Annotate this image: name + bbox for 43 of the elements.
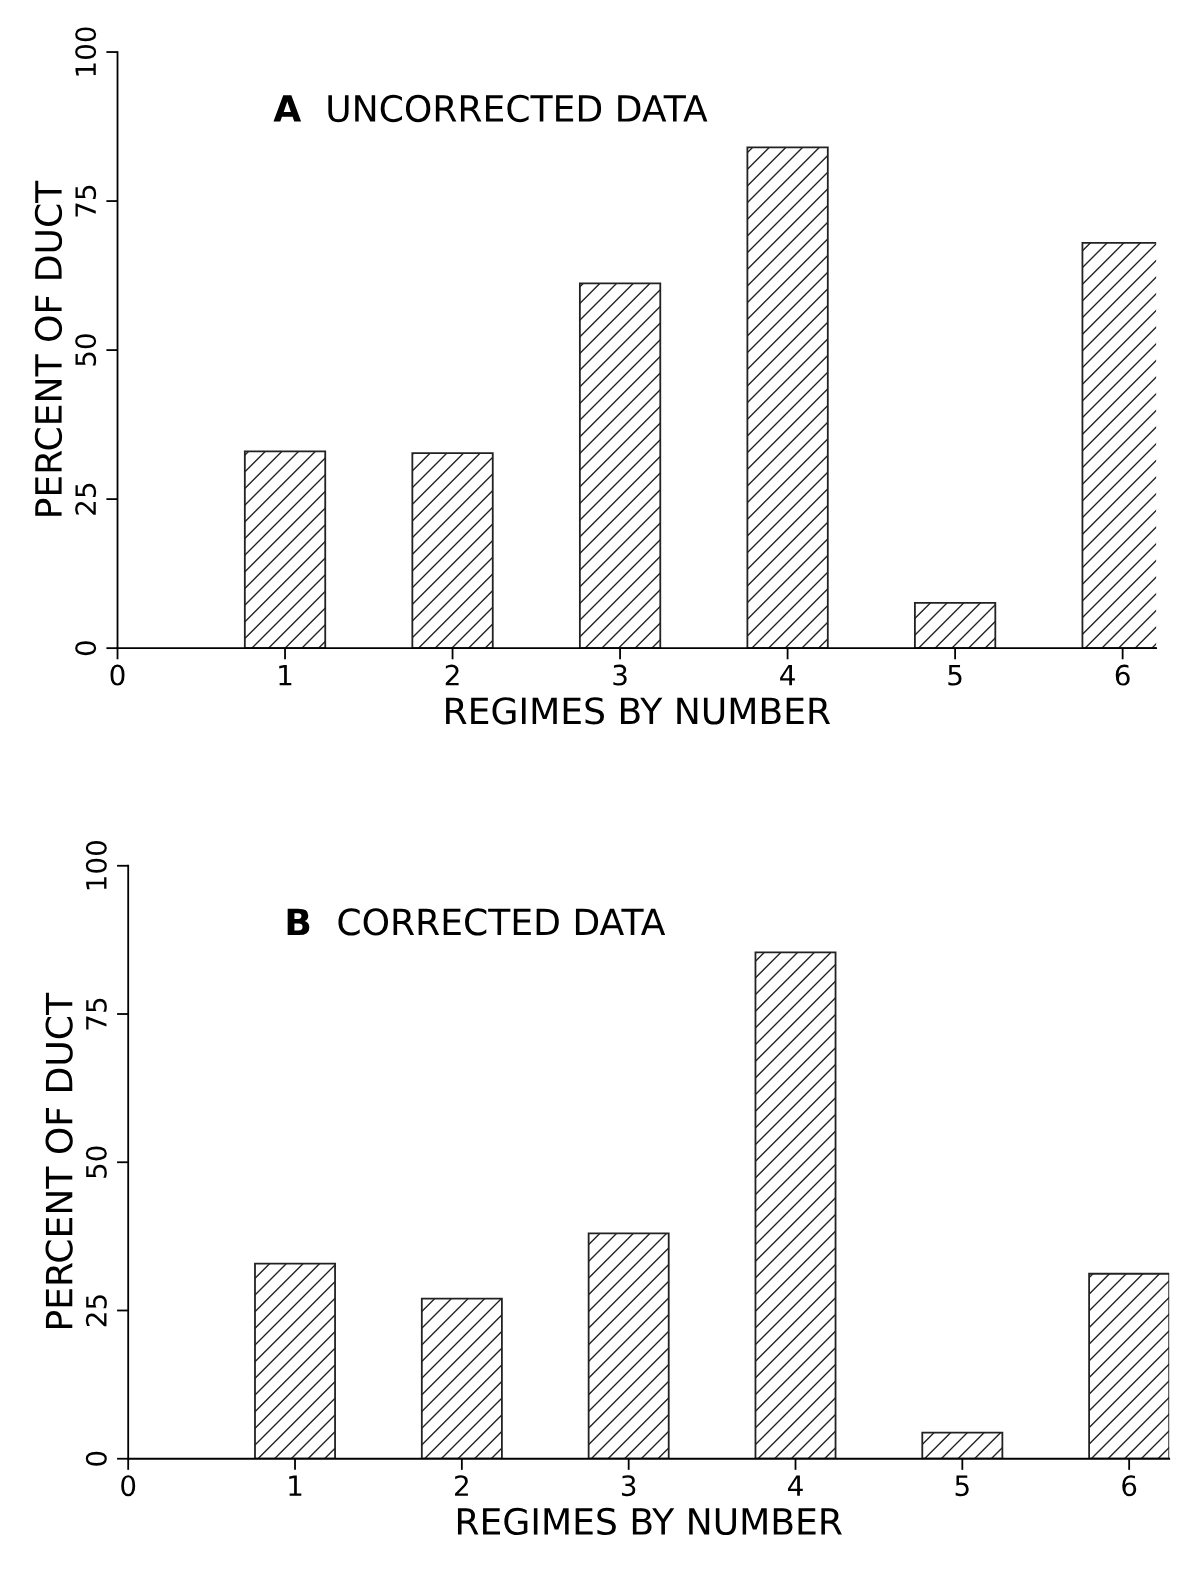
bar (587, 1232, 670, 1459)
x-tick-label: 1 (279, 664, 292, 686)
y-tick-label: 75 (86, 998, 107, 1030)
bar (411, 452, 494, 649)
bar (921, 1431, 1004, 1459)
bar (243, 450, 327, 649)
x-tick-label: 4 (788, 1475, 803, 1496)
x-tick-label: 6 (1122, 1475, 1137, 1497)
annotation: A (273, 95, 302, 122)
bar (746, 146, 829, 649)
text: CORRECTED DATA (338, 908, 666, 936)
y-tick-label: 25 (85, 1295, 107, 1327)
bar (578, 282, 662, 649)
x-tick-label: 4 (780, 664, 795, 686)
bar (754, 951, 837, 1459)
x-tick-label: 3 (613, 664, 627, 686)
x-axis-title: REGIMES BY NUMBER (446, 697, 831, 725)
x-axis-title: REGIMES BY NUMBER (457, 1507, 842, 1536)
y-tick-label: 50 (75, 334, 97, 366)
x-tick-label: 0 (110, 664, 125, 686)
text: UNCORRECTED DATA (328, 94, 708, 123)
annotation: B (287, 908, 310, 936)
x-tick-label: 0 (121, 1475, 136, 1497)
bar (254, 1262, 336, 1459)
x-tick-label: 6 (1115, 664, 1130, 686)
y-tick-label: 100 (75, 27, 97, 76)
y-axis-title: PERCENT OF DUCT (45, 992, 73, 1329)
x-tick-label: 2 (445, 664, 459, 686)
y-tick-label: 100 (85, 841, 107, 890)
x-tick-label: 2 (455, 1475, 468, 1496)
bar (420, 1297, 503, 1459)
y-tick-label: 0 (75, 641, 97, 656)
bar (1088, 1272, 1170, 1459)
y-tick-label: 50 (85, 1146, 107, 1178)
x-tick-label: 5 (955, 1475, 969, 1497)
y-tick-label: 75 (75, 185, 97, 217)
x-tick-label: 3 (621, 1475, 636, 1497)
x-tick-label: 1 (289, 1475, 302, 1496)
y-tick-label: 25 (75, 483, 97, 515)
bar (914, 601, 997, 649)
x-tick-label: 5 (948, 664, 962, 686)
y-axis-title: PERCENT OF DUCT (34, 180, 63, 516)
y-tick-label: 0 (85, 1451, 107, 1466)
